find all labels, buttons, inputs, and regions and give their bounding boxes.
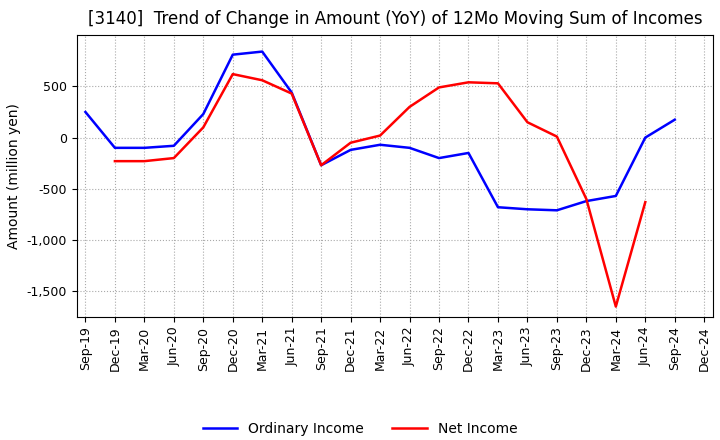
Net Income bbox=[552, 134, 561, 139]
Net Income bbox=[376, 133, 384, 138]
Legend: Ordinary Income, Net Income: Ordinary Income, Net Income bbox=[197, 417, 523, 440]
Ordinary Income bbox=[169, 143, 178, 148]
Ordinary Income bbox=[228, 52, 237, 57]
Net Income bbox=[169, 155, 178, 161]
Net Income bbox=[494, 81, 503, 86]
Ordinary Income bbox=[258, 49, 266, 54]
Net Income bbox=[641, 199, 649, 205]
Net Income bbox=[611, 304, 620, 309]
Ordinary Income bbox=[111, 145, 120, 150]
Net Income bbox=[582, 196, 590, 202]
Ordinary Income bbox=[611, 193, 620, 198]
Y-axis label: Amount (million yen): Amount (million yen) bbox=[7, 103, 21, 249]
Ordinary Income bbox=[405, 145, 414, 150]
Net Income bbox=[228, 71, 237, 77]
Net Income bbox=[199, 125, 207, 130]
Line: Net Income: Net Income bbox=[115, 74, 645, 307]
Net Income bbox=[523, 120, 532, 125]
Ordinary Income bbox=[523, 207, 532, 212]
Net Income bbox=[287, 91, 296, 96]
Ordinary Income bbox=[494, 205, 503, 210]
Ordinary Income bbox=[552, 208, 561, 213]
Ordinary Income bbox=[464, 150, 473, 156]
Line: Ordinary Income: Ordinary Income bbox=[86, 51, 675, 210]
Title: [3140]  Trend of Change in Amount (YoY) of 12Mo Moving Sum of Incomes: [3140] Trend of Change in Amount (YoY) o… bbox=[88, 10, 702, 28]
Ordinary Income bbox=[287, 90, 296, 95]
Net Income bbox=[464, 80, 473, 85]
Net Income bbox=[317, 163, 325, 168]
Ordinary Income bbox=[317, 163, 325, 168]
Net Income bbox=[140, 158, 149, 164]
Net Income bbox=[405, 104, 414, 110]
Ordinary Income bbox=[582, 198, 590, 204]
Ordinary Income bbox=[435, 155, 444, 161]
Ordinary Income bbox=[140, 145, 149, 150]
Net Income bbox=[111, 158, 120, 164]
Ordinary Income bbox=[376, 142, 384, 147]
Ordinary Income bbox=[199, 111, 207, 117]
Ordinary Income bbox=[346, 147, 355, 153]
Ordinary Income bbox=[81, 110, 90, 115]
Ordinary Income bbox=[641, 135, 649, 140]
Net Income bbox=[258, 77, 266, 83]
Ordinary Income bbox=[670, 117, 679, 122]
Net Income bbox=[346, 140, 355, 145]
Net Income bbox=[435, 85, 444, 90]
